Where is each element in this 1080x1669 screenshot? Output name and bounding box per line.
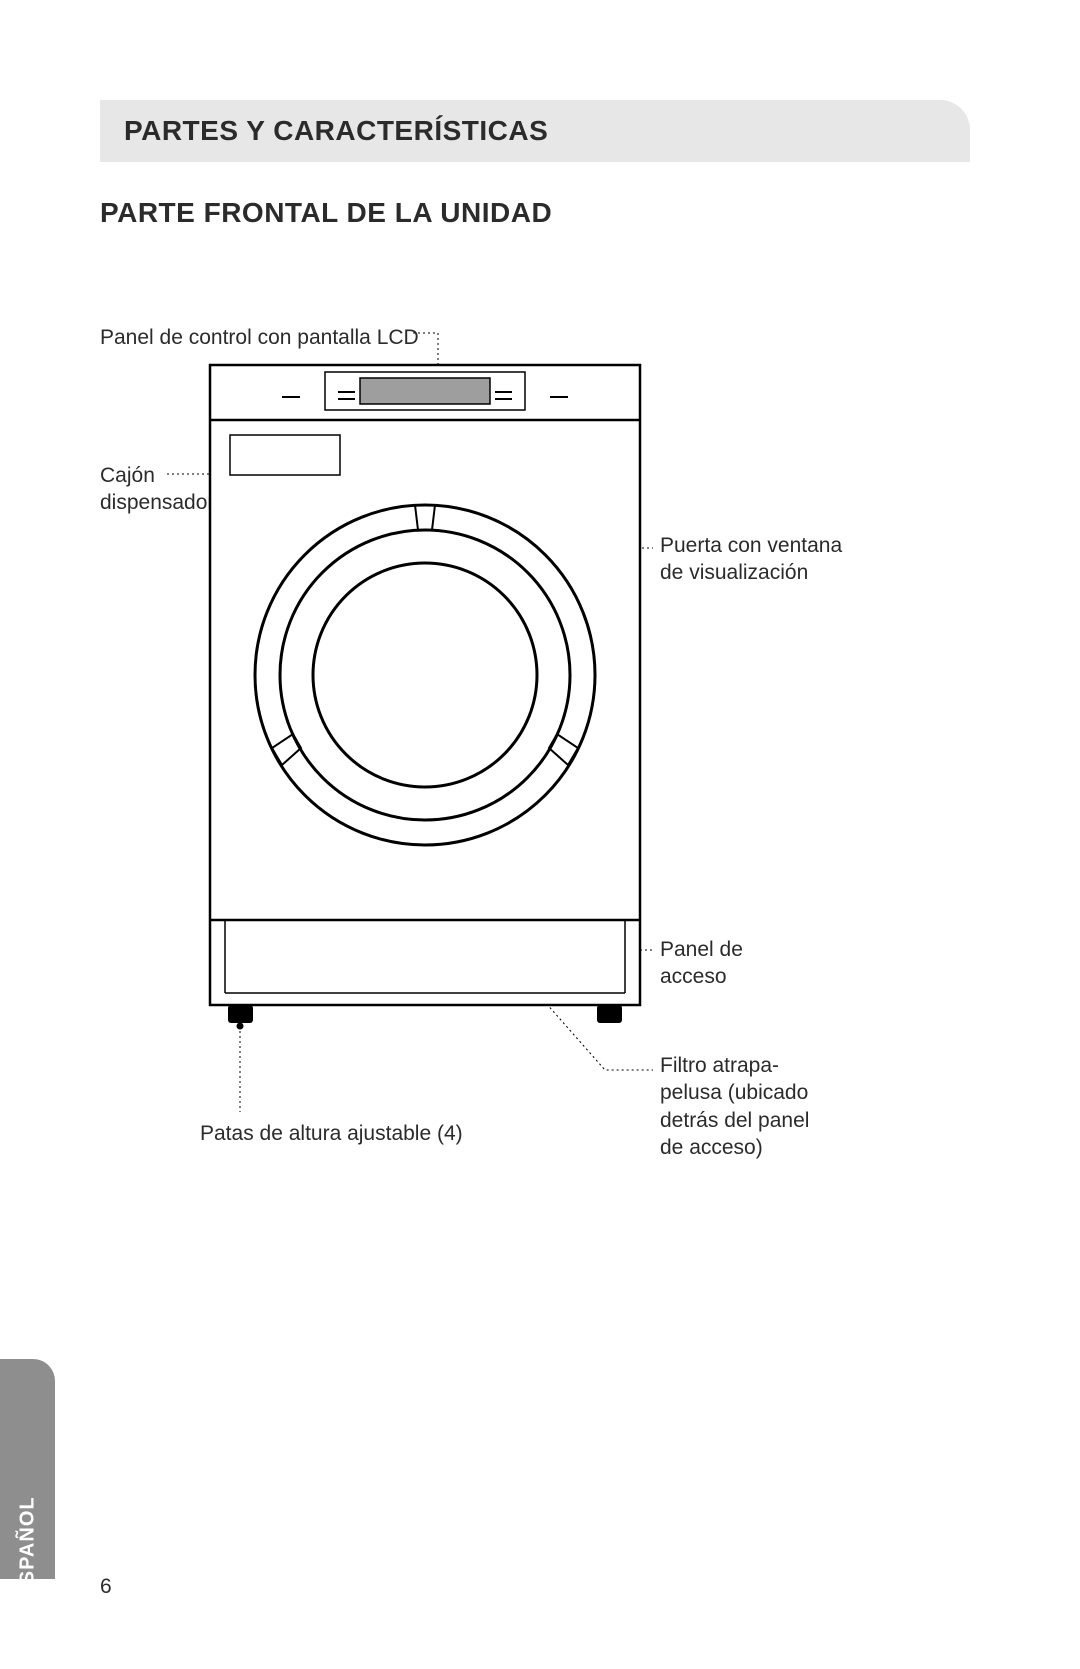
section-title: PARTES Y CARACTERÍSTICAS bbox=[124, 115, 548, 147]
language-tab-text: ESPAÑOL bbox=[16, 1496, 39, 1598]
section-banner: PARTES Y CARACTERÍSTICAS bbox=[100, 100, 970, 162]
diagram-container: Panel de control con pantalla LCD Cajón … bbox=[100, 300, 970, 1200]
washer-diagram-svg bbox=[100, 300, 970, 1200]
subheading: PARTE FRONTAL DE LA UNIDAD bbox=[100, 197, 552, 229]
page-number: 6 bbox=[100, 1575, 112, 1599]
language-tab: ESPAÑOL bbox=[0, 1359, 55, 1579]
